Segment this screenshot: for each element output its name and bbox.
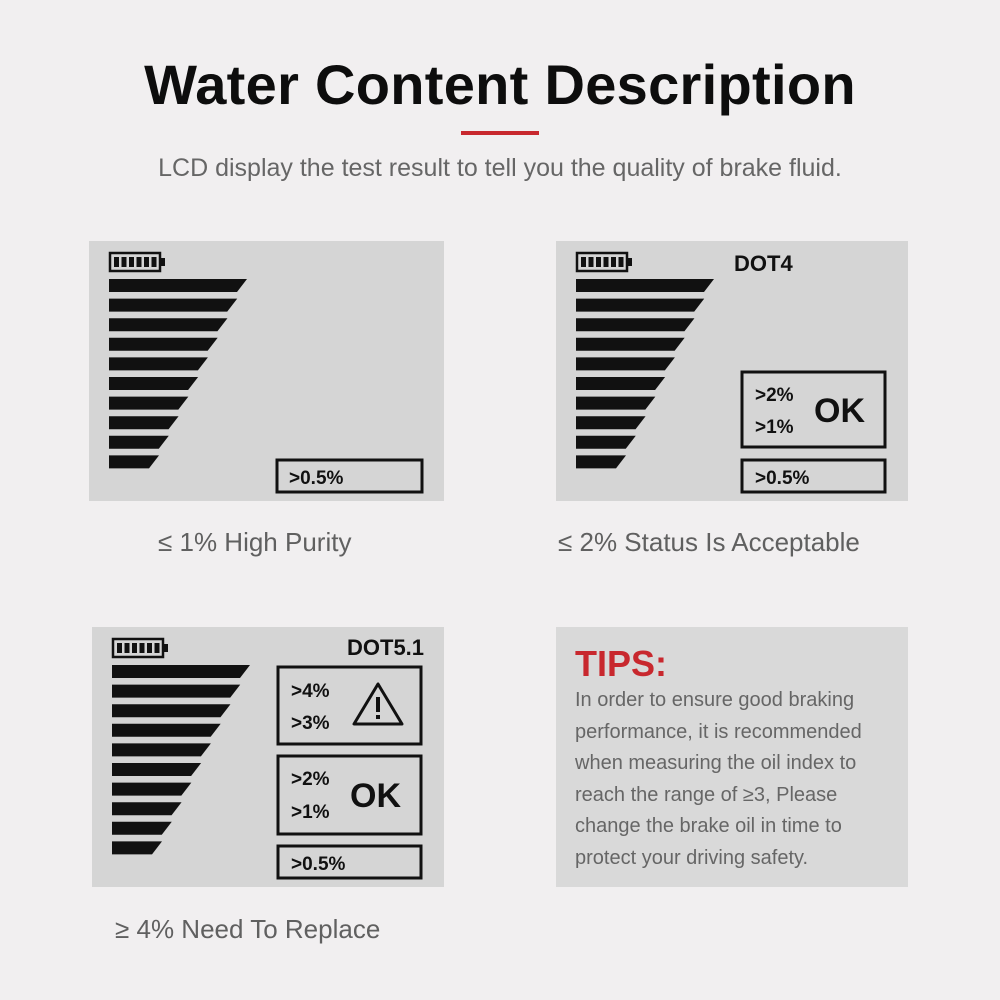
page-subtitle: LCD display the test result to tell you …	[158, 154, 842, 182]
range-low-label: >0.5%	[289, 468, 344, 489]
range-low-box	[740, 458, 887, 494]
signal-bar	[576, 298, 705, 312]
caption-acceptable: ≤ 2% Status Is Acceptable	[558, 527, 860, 557]
signal-bar	[112, 821, 172, 835]
signal-bar	[112, 704, 231, 718]
signal-bar	[576, 318, 695, 332]
signal-bar	[109, 396, 189, 410]
battery-full-icon	[111, 637, 168, 659]
signal-bar	[576, 377, 666, 390]
range-low-box	[275, 458, 424, 494]
signal-bar	[576, 435, 636, 449]
ok-level-high: >2%	[291, 769, 330, 790]
ok-text: OK	[350, 777, 401, 815]
signal-bar	[576, 396, 656, 410]
warn-level-high: >4%	[291, 681, 330, 702]
signal-bar	[112, 782, 192, 796]
signal-bar	[112, 802, 182, 816]
signal-bar	[112, 723, 221, 737]
signal-bars	[576, 279, 714, 469]
signal-bar	[109, 279, 247, 292]
signal-bars	[109, 279, 247, 469]
ok-level-high: >2%	[755, 385, 794, 406]
warning-box	[276, 665, 423, 746]
caption-high-purity: ≤ 1% High Purity	[158, 527, 352, 557]
signal-bars	[112, 665, 250, 855]
range-low-label: >0.5%	[291, 854, 346, 875]
signal-bar	[109, 318, 228, 332]
signal-bar	[112, 743, 211, 757]
signal-bar	[112, 665, 250, 678]
ok-box	[276, 754, 423, 836]
signal-bar	[576, 337, 685, 351]
range-low-box	[276, 844, 423, 880]
battery-full-icon	[108, 251, 165, 273]
battery-full-icon	[575, 251, 632, 273]
lcd-panel-acceptable: DOT4 >2% >1% OK >0.5%	[556, 241, 908, 501]
signal-bar	[109, 357, 208, 371]
tips-heading: TIPS:	[575, 643, 668, 684]
signal-bar	[576, 279, 714, 292]
ok-text: OK	[814, 392, 865, 430]
warn-level-low: >3%	[291, 713, 330, 734]
ok-level-low: >1%	[755, 417, 794, 438]
warning-triangle-icon	[352, 682, 404, 726]
ok-box	[740, 370, 887, 449]
dot-label: DOT5.1	[347, 635, 424, 660]
page-title: Water Content Description	[144, 53, 856, 116]
signal-bar	[109, 337, 218, 351]
signal-bar	[109, 298, 238, 312]
signal-bar	[109, 377, 199, 390]
caption-replace: ≥ 4% Need To Replace	[115, 914, 381, 944]
signal-bar	[576, 455, 626, 469]
tips-card: TIPS: In order to ensure good braking pe…	[556, 627, 908, 887]
lcd-panel-replace: DOT5.1 >4% >3% >2% >1% OK >0.5%	[92, 627, 444, 887]
signal-bar	[576, 416, 646, 430]
ok-level-low: >1%	[291, 802, 330, 823]
signal-bar	[109, 435, 169, 449]
dot-label: DOT4	[734, 251, 793, 276]
signal-bar	[112, 684, 241, 698]
signal-bar	[112, 841, 162, 855]
signal-bar	[109, 455, 159, 469]
tips-body: In order to ensure good braking performa…	[575, 689, 862, 869]
range-low-label: >0.5%	[755, 468, 810, 489]
title-accent-line	[461, 131, 539, 135]
signal-bar	[112, 763, 202, 776]
signal-bar	[576, 357, 675, 371]
lcd-panel-high-purity: >0.5%	[89, 241, 444, 501]
signal-bar	[109, 416, 179, 430]
